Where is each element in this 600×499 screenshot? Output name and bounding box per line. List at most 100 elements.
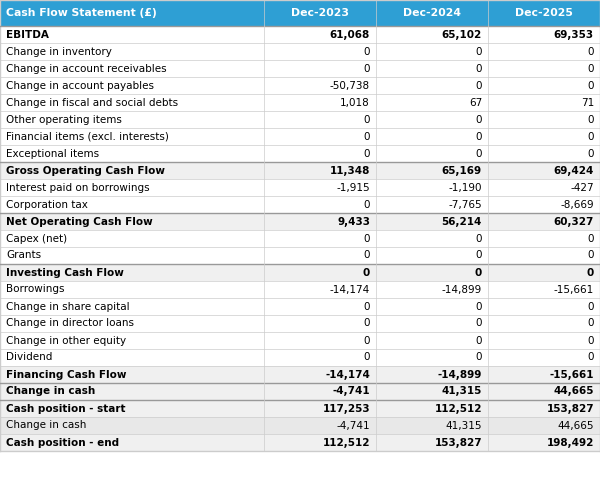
Text: Interest paid on borrowings: Interest paid on borrowings [6,183,149,193]
Text: EBITDA: EBITDA [6,29,49,39]
Text: Grants: Grants [6,250,41,260]
Text: 0: 0 [476,46,482,56]
Text: 0: 0 [587,63,594,73]
Text: -427: -427 [571,183,594,193]
Text: 44,665: 44,665 [557,421,594,431]
Text: 41,315: 41,315 [442,387,482,397]
Bar [0,366,600,383]
Text: -15,661: -15,661 [554,284,594,294]
Text: 198,492: 198,492 [547,438,594,448]
Text: 0: 0 [475,267,482,277]
Text: 11,348: 11,348 [329,166,370,176]
Text: 44,665: 44,665 [554,387,594,397]
Text: 0: 0 [587,267,594,277]
Text: Financing Cash Flow: Financing Cash Flow [6,369,127,380]
Text: 69,424: 69,424 [554,166,594,176]
Text: 0: 0 [476,335,482,345]
Text: 0: 0 [364,335,370,345]
Text: -50,738: -50,738 [330,80,370,90]
Text: 0: 0 [587,149,594,159]
Text: -4,741: -4,741 [332,387,370,397]
Text: Borrowings: Borrowings [6,284,65,294]
Bar [0,298,600,315]
Bar [0,128,600,145]
Text: 0: 0 [587,234,594,244]
Text: 0: 0 [587,352,594,362]
Text: 0: 0 [587,114,594,124]
Text: Dec-2024: Dec-2024 [403,8,461,18]
Text: 71: 71 [581,97,594,107]
Text: Dec-2023: Dec-2023 [291,8,349,18]
Text: 67: 67 [469,97,482,107]
Text: 0: 0 [364,352,370,362]
Text: 0: 0 [364,149,370,159]
Text: 0: 0 [587,46,594,56]
Text: -1,190: -1,190 [449,183,482,193]
Text: 0: 0 [364,318,370,328]
Text: -15,661: -15,661 [550,369,594,380]
Bar [0,94,600,111]
Text: 0: 0 [587,318,594,328]
Text: 0: 0 [364,200,370,210]
Text: -14,899: -14,899 [442,284,482,294]
Text: 0: 0 [364,301,370,311]
Text: Change in account receivables: Change in account receivables [6,63,167,73]
Bar [0,179,600,196]
Text: Net Operating Cash Flow: Net Operating Cash Flow [6,217,153,227]
Text: 41,315: 41,315 [445,421,482,431]
Text: 0: 0 [587,132,594,142]
Bar [0,400,600,417]
Bar [0,247,600,264]
Text: 0: 0 [476,149,482,159]
Bar [0,196,600,213]
Text: 0: 0 [476,63,482,73]
Bar [0,77,600,94]
Text: 60,327: 60,327 [554,217,594,227]
Text: 117,253: 117,253 [322,404,370,414]
Bar [0,213,600,230]
Text: 0: 0 [476,234,482,244]
Text: 0: 0 [476,132,482,142]
Bar [0,60,600,77]
Text: Gross Operating Cash Flow: Gross Operating Cash Flow [6,166,165,176]
Bar [0,0,600,26]
Text: 0: 0 [587,80,594,90]
Text: 9,433: 9,433 [337,217,370,227]
Text: -4,741: -4,741 [337,421,370,431]
Text: 0: 0 [364,114,370,124]
Text: -14,899: -14,899 [437,369,482,380]
Text: 0: 0 [364,234,370,244]
Bar [0,332,600,349]
Bar [0,230,600,247]
Text: -7,765: -7,765 [448,200,482,210]
Text: Investing Cash Flow: Investing Cash Flow [6,267,124,277]
Text: 0: 0 [363,267,370,277]
Text: 153,827: 153,827 [434,438,482,448]
Text: Change in fiscal and social debts: Change in fiscal and social debts [6,97,178,107]
Bar [0,383,600,400]
Text: 153,827: 153,827 [547,404,594,414]
Bar [0,434,600,451]
Text: 0: 0 [364,250,370,260]
Text: Change in inventory: Change in inventory [6,46,112,56]
Text: 1,018: 1,018 [340,97,370,107]
Text: 0: 0 [587,301,594,311]
Text: Change in director loans: Change in director loans [6,318,134,328]
Text: 0: 0 [476,250,482,260]
Text: 0: 0 [476,318,482,328]
Text: 0: 0 [476,352,482,362]
Bar [0,281,600,298]
Text: 69,353: 69,353 [554,29,594,39]
Text: 0: 0 [364,132,370,142]
Text: Cash position - start: Cash position - start [6,404,125,414]
Text: Change in other equity: Change in other equity [6,335,126,345]
Text: Change in cash: Change in cash [6,421,86,431]
Bar [0,417,600,434]
Text: Exceptional items: Exceptional items [6,149,99,159]
Text: 0: 0 [587,250,594,260]
Bar [0,162,600,179]
Text: Change in cash: Change in cash [6,387,95,397]
Text: 61,068: 61,068 [330,29,370,39]
Text: Dec-2025: Dec-2025 [515,8,573,18]
Bar [0,111,600,128]
